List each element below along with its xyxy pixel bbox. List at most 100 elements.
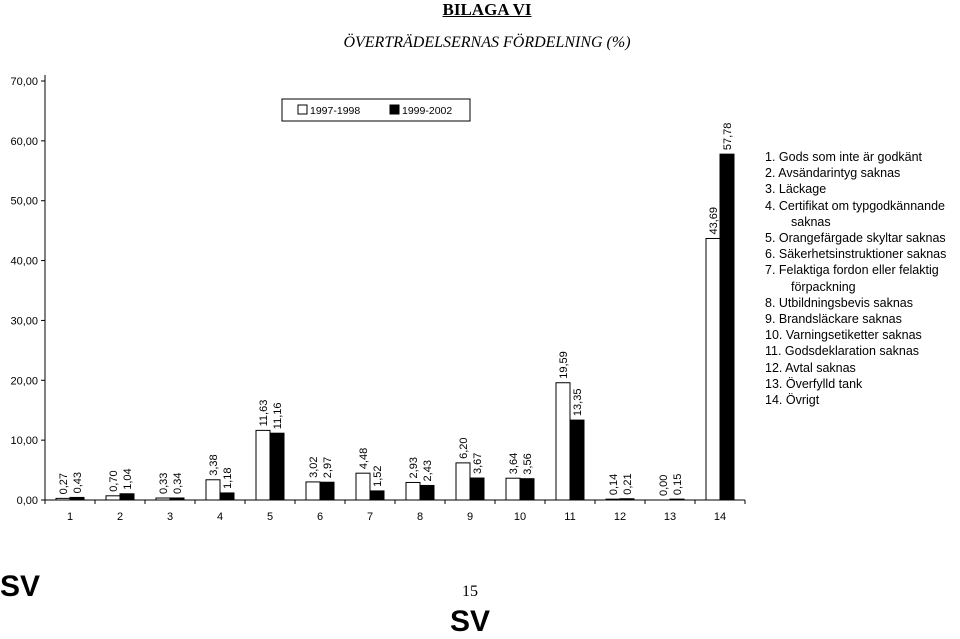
data-label: 3,56	[522, 453, 534, 474]
bar-series-2	[269, 432, 285, 501]
page-header-title: BILAGA VI	[442, 0, 532, 19]
data-label: 0,70	[108, 470, 120, 491]
y-tick-label: 60,00	[10, 136, 38, 148]
y-tick-label: 40,00	[10, 256, 38, 268]
x-tick-label: 11	[564, 511, 575, 523]
bar-series-1	[705, 237, 721, 501]
page-number: 15	[462, 583, 478, 600]
data-label: 11,16	[272, 402, 284, 429]
data-label: 19,59	[558, 351, 570, 379]
x-tick-label: 3	[167, 511, 173, 523]
data-label: 11,63	[258, 400, 270, 427]
x-tick-label: 7	[367, 511, 373, 523]
bar-series-2	[419, 484, 435, 501]
bar-series-1	[305, 481, 321, 501]
category-legend-item: 10. Varningsetiketter saknas	[765, 328, 922, 343]
data-label: 13,35	[572, 389, 584, 417]
data-label: 1,52	[372, 465, 384, 486]
bar-series-2	[669, 498, 685, 501]
chart-title: ÖVERTRÄDELSERNAS FÖRDELNING (%)	[343, 34, 631, 51]
data-label: 0,34	[172, 473, 184, 494]
data-label: 0,21	[622, 473, 634, 494]
category-legend-item: 4. Certifikat om typgodkännande	[765, 198, 945, 213]
data-label: 0,27	[58, 473, 70, 494]
data-label: 3,67	[472, 453, 484, 474]
data-label: 3,64	[508, 453, 520, 474]
category-legend-item: 2. Avsändarintyg saknas	[765, 166, 901, 181]
bar-series-2	[219, 492, 235, 501]
language-code-left: SV	[0, 570, 41, 603]
bar-series-2	[519, 478, 535, 501]
data-label: 43,69	[708, 207, 720, 235]
x-tick-label: 1	[67, 511, 73, 523]
category-legend-item: förpackning	[791, 279, 856, 294]
y-tick-label: 20,00	[10, 375, 38, 387]
data-label: 0,33	[158, 473, 170, 494]
data-label: 2,93	[408, 457, 420, 478]
data-label: 57,78	[722, 123, 734, 151]
bar-series-1	[405, 481, 421, 501]
category-legend-item: 12. Avtal saknas	[765, 360, 856, 375]
bar-series-2	[119, 493, 135, 501]
x-tick-label: 6	[317, 511, 323, 523]
y-tick-label: 0,00	[17, 495, 38, 507]
bar-series-1	[605, 498, 621, 501]
category-legend-item: 9. Brandsläckare saknas	[765, 312, 902, 327]
category-legend-item: 14. Övrigt	[765, 393, 820, 408]
data-label: 1,04	[122, 468, 134, 489]
bar-series-2	[619, 498, 635, 501]
x-tick-label: 13	[664, 511, 676, 523]
x-tick-label: 9	[467, 511, 473, 523]
y-tick-label: 10,00	[10, 435, 38, 447]
category-legend-item: 8. Utbildningsbevis saknas	[765, 295, 913, 310]
bar-series-1	[355, 472, 371, 501]
data-label: 4,48	[358, 448, 370, 469]
data-label: 1,18	[222, 468, 234, 489]
data-label: 0,43	[72, 472, 84, 493]
data-label: 0,00	[658, 475, 670, 496]
data-label: 0,14	[608, 474, 620, 495]
bar-series-2	[169, 497, 185, 501]
bar-series-2	[69, 496, 85, 501]
data-label: 2,43	[422, 460, 434, 481]
series-legend-label: 1997-1998	[310, 105, 360, 117]
category-legend-item: 6. Säkerhetsinstruktioner saknas	[765, 247, 947, 262]
category-legend-item: 11. Godsdeklaration saknas	[765, 344, 920, 359]
bar-series-1	[105, 495, 121, 501]
x-tick-label: 2	[117, 511, 123, 523]
category-legend-item: 7. Felaktiga fordon eller felaktig	[765, 263, 939, 278]
bar-series-1	[205, 479, 221, 501]
series-legend-swatch	[389, 104, 400, 115]
y-tick-label: 70,00	[10, 76, 38, 88]
bar-series-2	[319, 481, 335, 501]
x-tick-label: 8	[417, 511, 423, 523]
data-label: 3,38	[208, 454, 220, 475]
x-tick-label: 4	[217, 511, 223, 523]
series-legend-swatch	[297, 104, 308, 115]
category-legend: 1. Gods som inte är godkänt 2. Avsändarin…	[765, 149, 960, 408]
series-legend-box	[281, 98, 471, 122]
x-tick-label: 14	[714, 511, 726, 523]
data-label: 0,15	[672, 474, 684, 495]
bar-series-1	[55, 497, 71, 501]
bar-series-2	[369, 490, 385, 501]
data-label: 3,02	[308, 457, 320, 478]
y-tick-label: 30,00	[10, 315, 38, 327]
bar-series-1	[455, 462, 471, 501]
language-code-bottom: SV	[449, 605, 491, 638]
category-legend-item: 13. Överfylld tank	[765, 376, 863, 391]
data-label: 6,20	[458, 437, 470, 458]
bar-series-1	[505, 477, 521, 501]
bar-chart: 0,0010,0020,0030,0040,0050,0060,0070,001…	[10, 75, 746, 523]
bar-series-1	[255, 429, 271, 501]
bar-series-1	[555, 382, 571, 501]
category-legend-item: saknas	[791, 214, 831, 229]
category-legend-item: 5. Orangefärgade skyltar saknas	[765, 231, 946, 246]
category-legend-item: 1. Gods som inte är godkänt	[765, 150, 923, 164]
bar-series-2	[569, 419, 585, 501]
bar-series-1	[155, 497, 171, 501]
x-tick-label: 12	[614, 511, 626, 523]
bar-series-2	[719, 153, 735, 501]
y-tick-label: 50,00	[10, 196, 38, 208]
data-label: 2,97	[322, 457, 334, 478]
